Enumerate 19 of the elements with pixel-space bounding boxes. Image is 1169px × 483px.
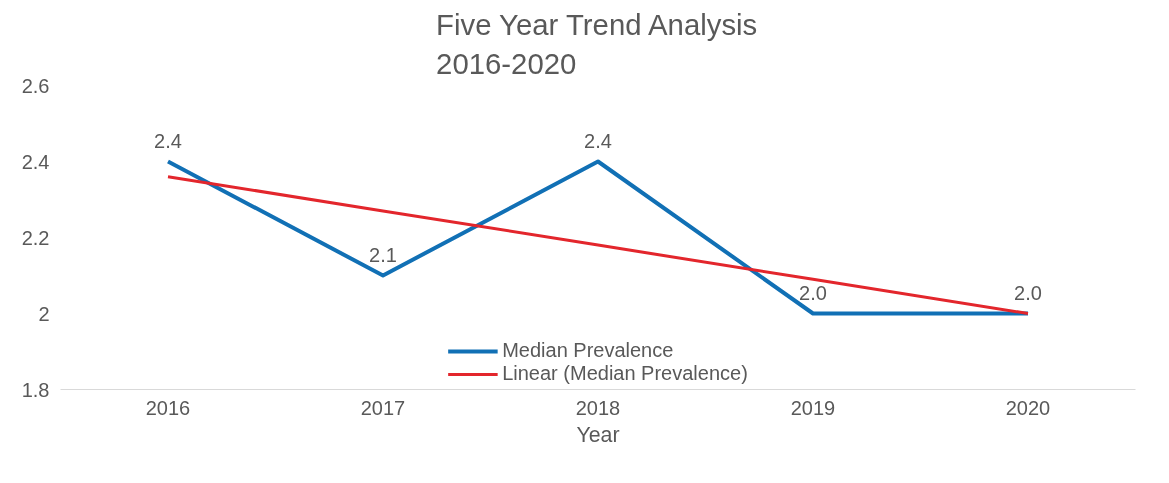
y-tick-label: 2.2 [21,226,50,249]
y-tick-label: 2.6 [21,74,50,97]
data-label: 2.0 [799,281,827,304]
x-tick-label: 2017 [360,396,406,419]
x-tick-label: 2020 [1005,396,1051,419]
x-tick-label: 2018 [575,396,621,419]
data-label: 2.0 [1014,281,1042,304]
x-axis-title: Year [576,422,620,447]
chart-title: Five Year Trend Analysis 2016-2020 [436,7,758,81]
y-tick-label: 2 [38,302,50,325]
legend-label: Linear (Median Prevalence) [502,362,748,385]
legend-label: Median Prevalence [502,339,674,362]
data-label: 2.4 [584,129,612,152]
data-label: 2.1 [369,243,397,266]
y-tick-label: 2.4 [21,150,50,173]
x-tick-label: 2016 [145,396,191,419]
y-tick-label: 1.8 [21,378,50,401]
data-label: 2.4 [154,129,182,152]
x-tick-label: 2019 [790,396,836,419]
